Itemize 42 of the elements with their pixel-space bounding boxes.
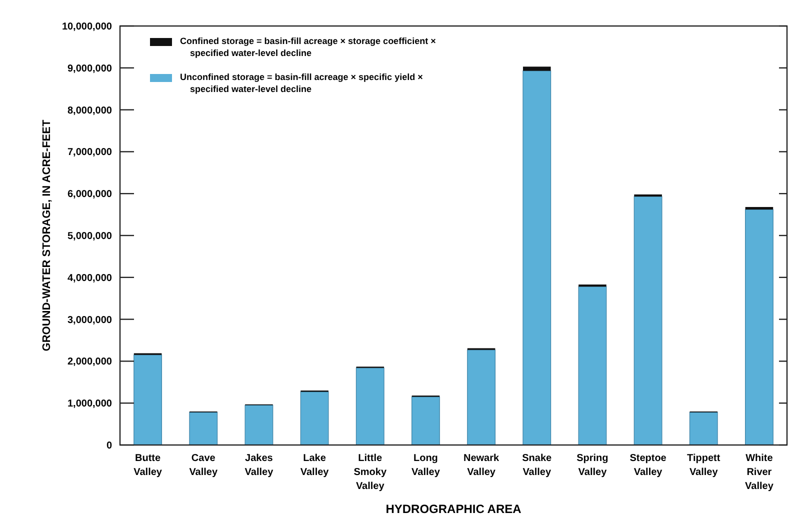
- x-tick-label: Long Valley: [412, 453, 440, 478]
- y-tick-label: 6,000,000: [68, 189, 112, 200]
- x-tick-label: Lake Valley: [300, 453, 330, 478]
- x-tick-label: Butte Valley: [134, 453, 162, 478]
- bar: [467, 350, 496, 446]
- y-tick-label: 4,000,000: [68, 272, 112, 284]
- bar: [134, 354, 162, 446]
- bar: [189, 412, 218, 446]
- y-tick-label: 8,000,000: [68, 105, 112, 116]
- y-axis-title: GROUND-WATER STORAGE, IN ACRE-FEET: [41, 120, 53, 352]
- x-tick-label: Spring Valley: [576, 453, 608, 478]
- y-tick-label: 7,000,000: [68, 147, 112, 158]
- bar: [689, 412, 718, 446]
- x-tick-label: Little Smoky Valley: [354, 453, 387, 492]
- y-tick-label: 5,000,000: [68, 231, 112, 242]
- x-tick-label: Steptoe Valley: [630, 453, 667, 478]
- y-tick-label: 1,000,000: [68, 398, 112, 410]
- bar: [634, 196, 662, 446]
- bar: [634, 194, 662, 197]
- bar: [300, 391, 329, 446]
- x-tick-label: Newark Valley: [464, 453, 500, 478]
- x-tick-label: Jakes Valley: [244, 453, 274, 478]
- bar: [745, 207, 774, 210]
- x-tick-label: Tippett Valley: [687, 453, 721, 478]
- bar: [578, 286, 607, 446]
- x-tick-label: White River Valley: [745, 453, 774, 492]
- bar: [244, 404, 274, 446]
- bar: [745, 209, 774, 446]
- x-axis-title: HYDROGRAPHIC AREA: [386, 502, 522, 516]
- legend-label: Confined storage = basin-fill acreage × storage coefficient × specified water-level decline: [180, 36, 436, 58]
- bar: [522, 66, 551, 71]
- y-tick-label: 10,000,000: [62, 22, 112, 32]
- bar: [412, 396, 440, 446]
- y-tick-label: 2,000,000: [68, 356, 112, 368]
- y-tick-label: 0: [106, 440, 112, 452]
- y-tick-label: 9,000,000: [68, 63, 112, 74]
- bar: [356, 368, 384, 446]
- x-tick-label: Cave Valley: [189, 453, 218, 478]
- x-tick-label: Snake Valley: [522, 453, 552, 478]
- legend-label: Unconfined storage = basin-fill acreage × specific yield × specified water-level decline: [180, 72, 423, 94]
- y-tick-label: 3,000,000: [68, 314, 112, 326]
- bar: [522, 70, 552, 446]
